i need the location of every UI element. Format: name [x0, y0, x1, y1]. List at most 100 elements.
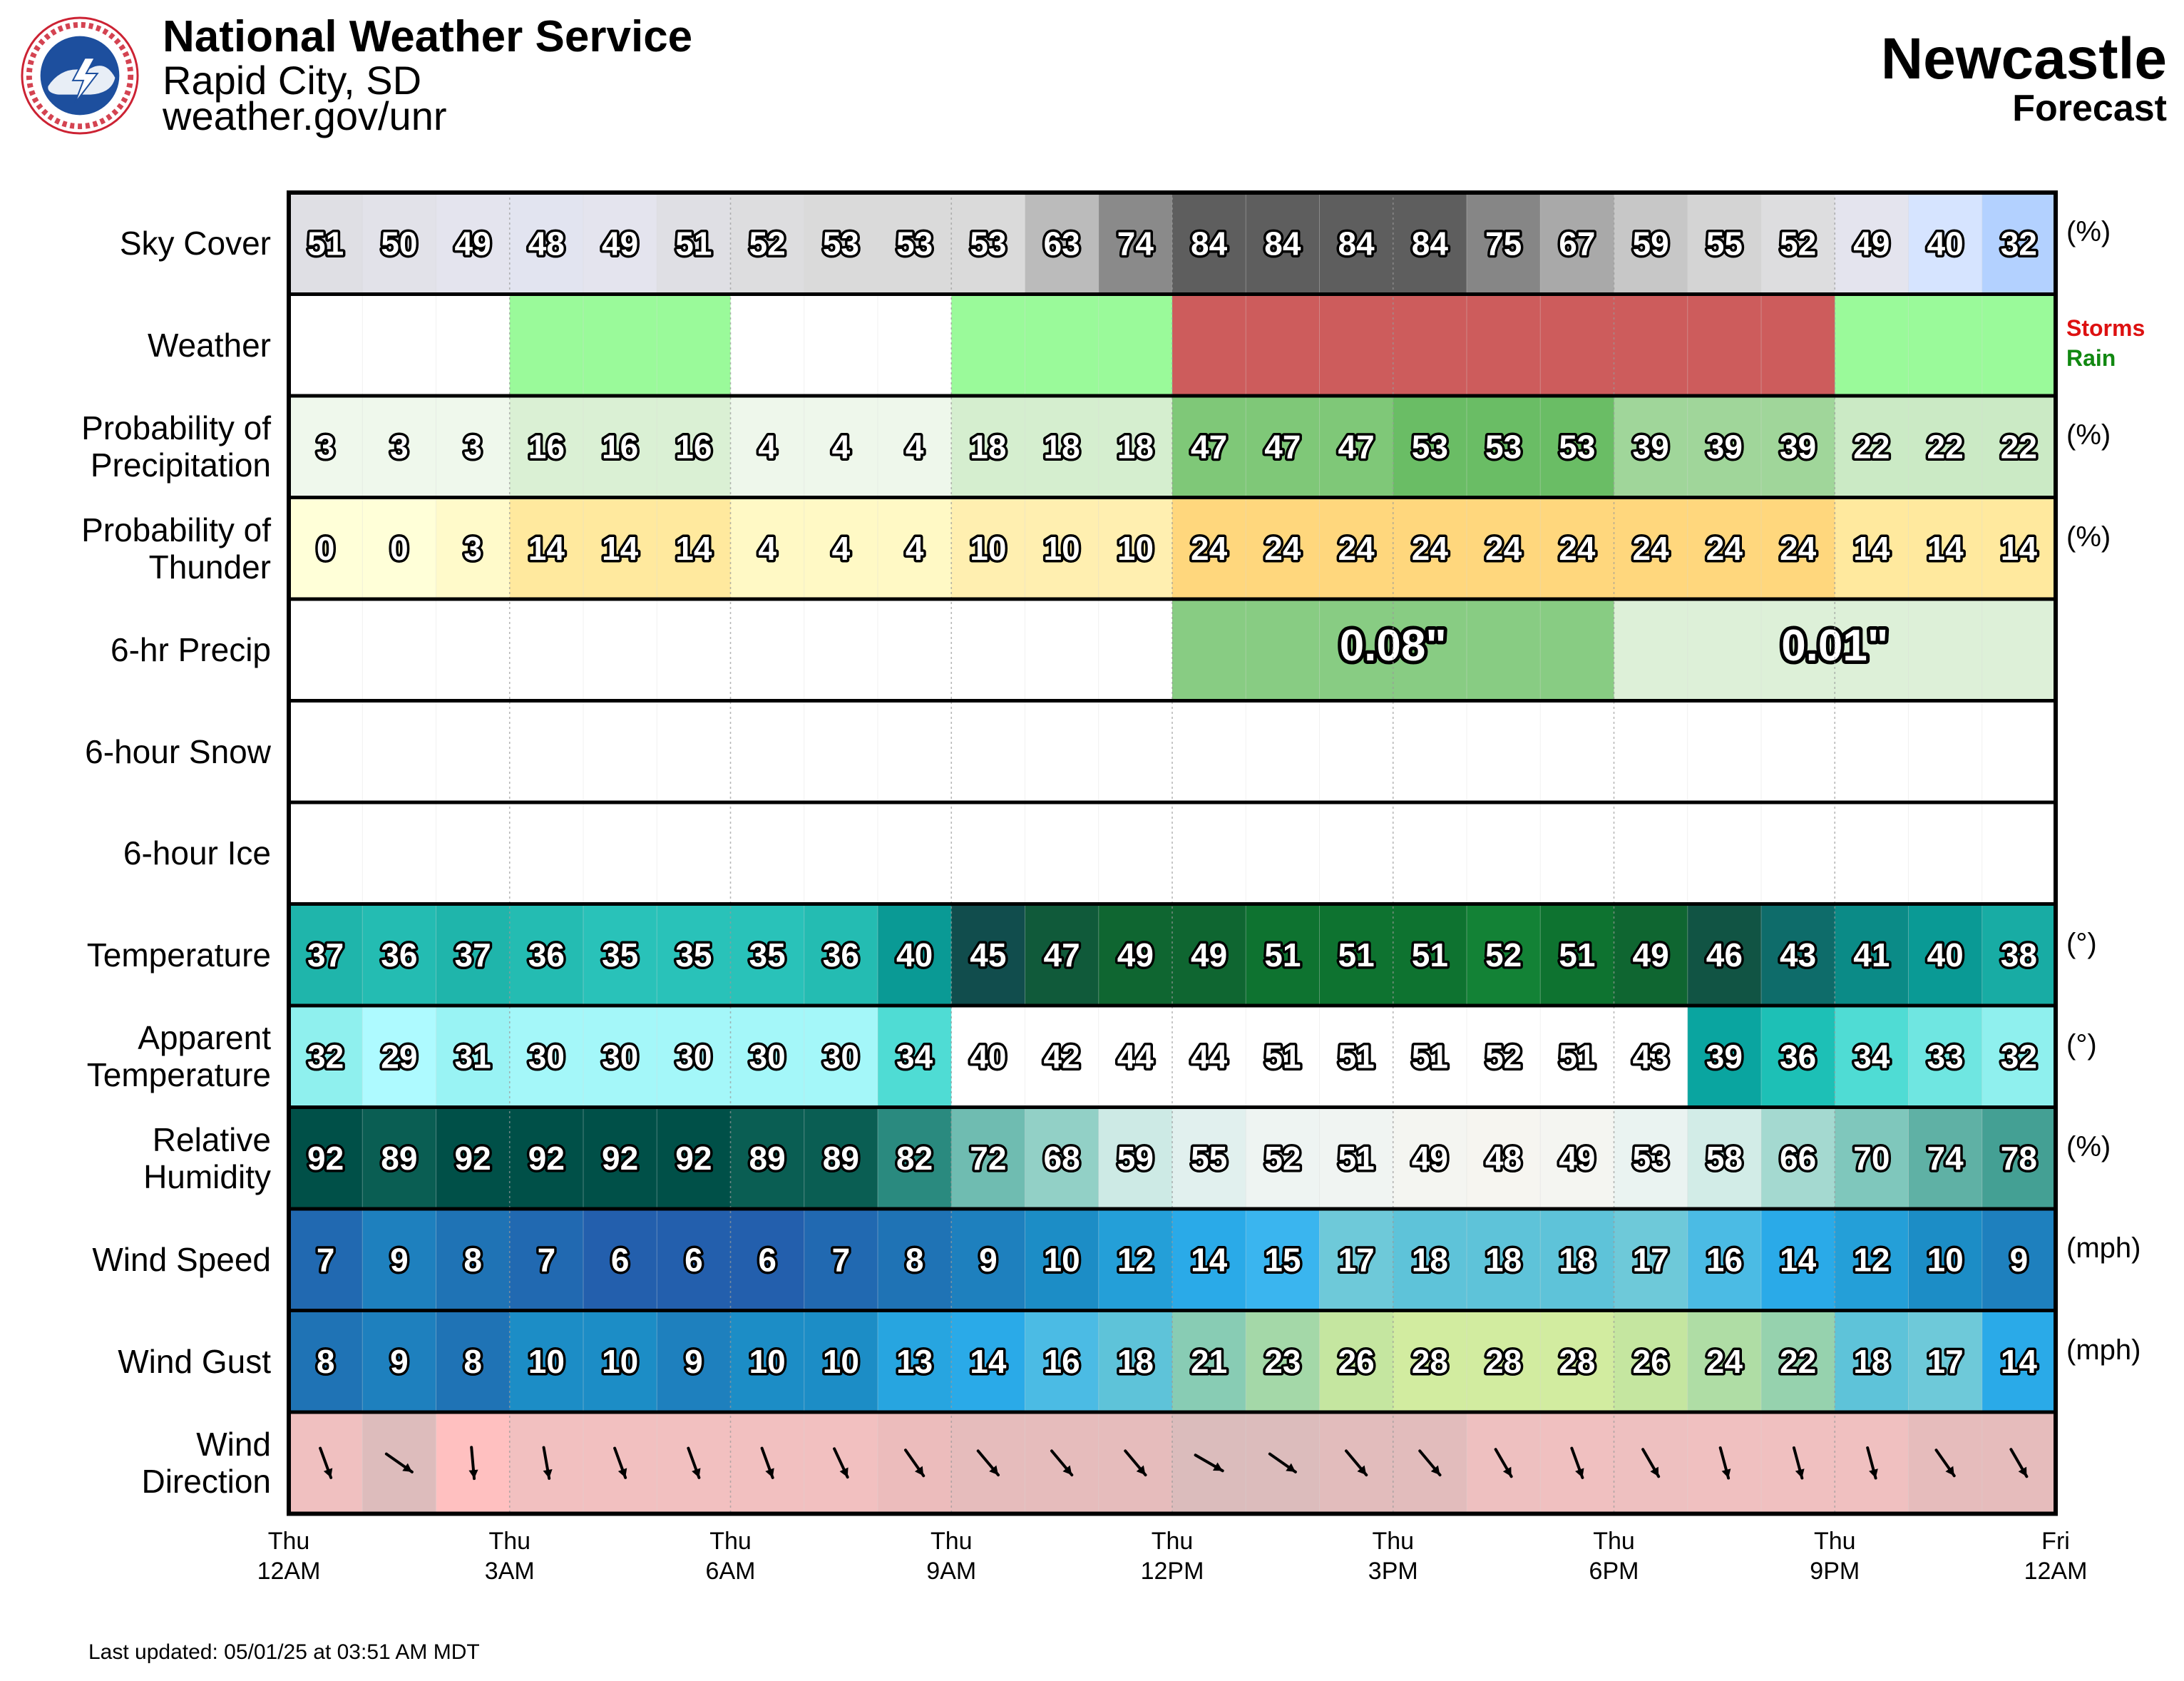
wind-value: 8 [463, 1241, 482, 1278]
wind-cell [1982, 1209, 2056, 1311]
wind-value: 23 [1264, 1343, 1301, 1380]
x-tick-day: Thu [1813, 1528, 1856, 1555]
x-tick-time: 12AM [257, 1558, 321, 1585]
pop-value: 18 [1117, 428, 1154, 465]
rh-value: 58 [1706, 1140, 1743, 1177]
rh-value: 49 [1559, 1140, 1595, 1177]
sky-value: 52 [749, 225, 786, 262]
apparent-value: 29 [381, 1038, 417, 1075]
temp-cell [1687, 904, 1762, 1006]
pop-cell [878, 396, 952, 498]
apparent-cell [1246, 1006, 1321, 1108]
sky-cell [1467, 193, 1541, 295]
office-url[interactable]: weather.gov/unr [163, 93, 447, 138]
row-label-line: Probability of [81, 409, 271, 447]
sky-value: 84 [1412, 225, 1449, 262]
apparent-cell [657, 1006, 732, 1108]
x-tick-time: 9PM [1810, 1558, 1860, 1585]
pop-value: 39 [1706, 428, 1743, 465]
temp-value: 51 [1264, 936, 1301, 974]
office-location: Rapid City, SD [163, 58, 422, 103]
wind-arrow-icon [1268, 1452, 1297, 1473]
wind-cell [362, 1209, 437, 1311]
x-tick-time: 6PM [1589, 1558, 1639, 1585]
sky-cell [1025, 193, 1099, 295]
x-tick-label: Thu 9PM [1763, 1526, 1906, 1586]
thunder-value: 0 [317, 530, 335, 567]
wind-arrow-icon [1124, 1449, 1147, 1477]
apparent-value: 52 [1485, 1038, 1522, 1075]
pop-value: 22 [1853, 428, 1890, 465]
apparent-value: 31 [455, 1038, 491, 1075]
row-label-line: Relative [152, 1120, 271, 1158]
sky-cell [509, 193, 584, 295]
apparent-value: 33 [1927, 1038, 1964, 1075]
thunder-value: 24 [1633, 530, 1670, 567]
weather-cell [1467, 294, 1541, 396]
x-tick-label: Thu 12PM [1101, 1526, 1244, 1586]
qpf-cell [289, 599, 1172, 701]
wind-arrow-icon [1050, 1449, 1074, 1477]
temp-value: 49 [1191, 936, 1227, 974]
wind-value: 7 [317, 1241, 335, 1278]
wind-value: 6 [758, 1241, 776, 1278]
row-label-line: Precipitation [90, 446, 271, 484]
row-label-line: Wind Gust [118, 1342, 271, 1380]
wind-arrow-icon [904, 1448, 926, 1478]
thunder-cell [436, 497, 511, 599]
sky-cell [730, 193, 805, 295]
location-name: Newcastle [1880, 26, 2167, 91]
row-label: Wind Speed [0, 1209, 271, 1311]
wind-arrow-icon [687, 1446, 701, 1479]
temp-cell [1614, 904, 1688, 1006]
apparent-value: 34 [1853, 1038, 1890, 1075]
temp-cell [583, 904, 657, 1006]
row-label-line: 6-hour Ice [123, 834, 271, 872]
thunder-value: 14 [1927, 530, 1964, 567]
sky-value: 50 [381, 225, 417, 262]
sky-value: 53 [823, 225, 859, 262]
pop-value: 3 [463, 428, 482, 465]
row-label-line: Humidity [143, 1158, 271, 1195]
wind-cell [951, 1209, 1026, 1311]
apparent-cell [362, 1006, 437, 1108]
wind-cell [1761, 1310, 1835, 1412]
temp-cell [289, 904, 363, 1006]
thunder-cell [1761, 497, 1835, 599]
wind-arrow-icon [2009, 1448, 2029, 1478]
office-name: National Weather Service [163, 12, 693, 61]
wind-cell [1098, 1310, 1173, 1412]
temp-value: 35 [749, 936, 786, 974]
temp-value: 37 [455, 936, 491, 974]
wind-cell [1614, 1310, 1688, 1412]
thunder-cell [1835, 497, 1909, 599]
temp-value: 38 [2001, 936, 2037, 974]
x-tick-day: Thu [488, 1528, 531, 1555]
thunder-value: 24 [1191, 530, 1228, 567]
pop-cell [1319, 396, 1394, 498]
temp-cell [951, 904, 1026, 1006]
sky-value: 84 [1191, 225, 1228, 262]
weather-cell [804, 294, 878, 396]
row-label-line: Thunder [148, 548, 271, 586]
thunder-cell [1098, 497, 1173, 599]
row-weather [289, 294, 2056, 396]
row-unit: (mph) [2066, 1334, 2141, 1366]
grid-border [287, 190, 2058, 1516]
sky-value: 75 [1485, 225, 1522, 262]
wind-arrow-icon [542, 1446, 553, 1480]
wind-value: 18 [1485, 1241, 1522, 1278]
apparent-cell [436, 1006, 511, 1108]
product-name: Forecast [2012, 88, 2167, 129]
rh-value: 89 [823, 1140, 859, 1177]
sky-value: 74 [1117, 225, 1154, 262]
temp-value: 51 [1559, 936, 1595, 974]
wind-arrow-icon [1418, 1449, 1442, 1477]
wind-cell [1835, 1310, 1909, 1412]
legend-rain: Rain [2066, 345, 2116, 371]
row-unit: (%) [2066, 521, 2111, 553]
thunder-value: 24 [1780, 530, 1817, 567]
wind-value: 10 [1044, 1241, 1080, 1278]
apparent-value: 32 [2001, 1038, 2037, 1075]
wind-arrow-icon [1934, 1448, 1956, 1478]
